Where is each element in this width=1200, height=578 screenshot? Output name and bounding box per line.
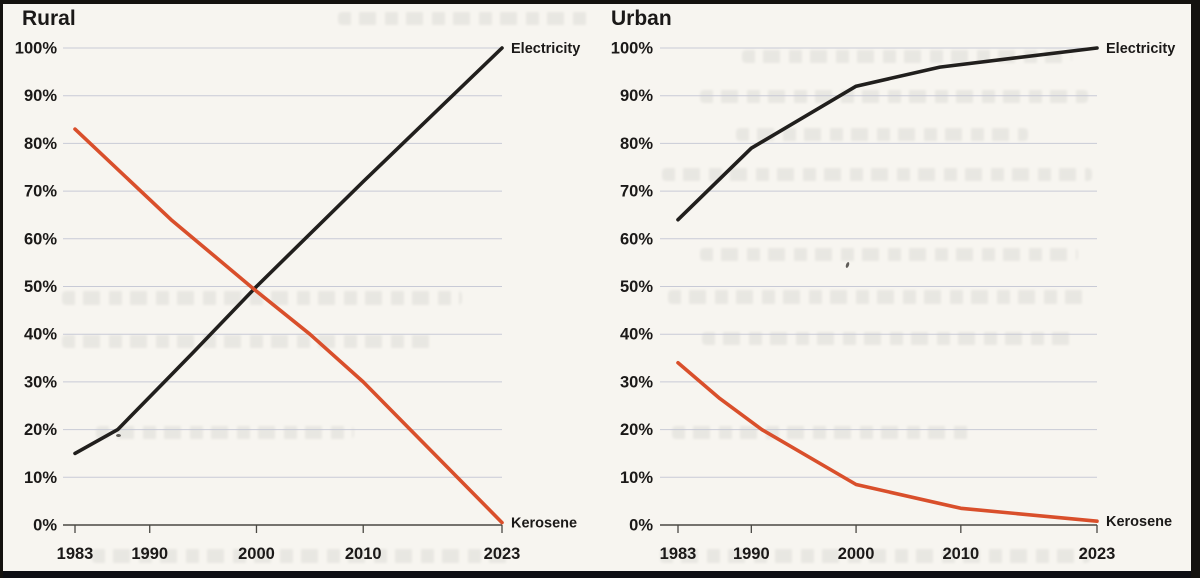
- series-line-electricity: [73, 46, 504, 456]
- y-tick-label: 80%: [24, 135, 57, 153]
- x-tick-label: 2023: [1079, 545, 1116, 563]
- scan-bleed-artifact: [662, 168, 1092, 181]
- y-tick-label: 0%: [629, 517, 653, 535]
- series-end-label-electricity: Electricity: [511, 41, 580, 57]
- scan-edge-top: [0, 0, 1200, 4]
- series-line-electricity: [676, 46, 1099, 222]
- y-tick-label: 10%: [620, 469, 653, 487]
- x-tick-label: 2010: [942, 545, 979, 563]
- y-tick-label: 40%: [620, 326, 653, 344]
- y-tick-label: 60%: [24, 230, 57, 248]
- scan-bleed-artifact: [700, 248, 1078, 261]
- x-tick-label: 2023: [484, 545, 521, 563]
- scan-edge-bottom: [0, 571, 1200, 578]
- y-tick-label: 100%: [611, 40, 654, 58]
- scan-bleed-artifact: [700, 90, 1088, 103]
- scan-bleed-artifact: [338, 12, 594, 25]
- y-tick-label: 20%: [620, 421, 653, 439]
- scan-edge-left: [0, 0, 3, 578]
- series-line-kerosene: [73, 127, 504, 525]
- y-tick-label: 0%: [33, 517, 57, 535]
- scan-bleed-artifact: [660, 549, 1090, 563]
- y-tick-label: 70%: [620, 183, 653, 201]
- scan-edge-right: [1191, 0, 1200, 578]
- rural-chart-title: Rural: [22, 7, 76, 30]
- y-tick-label: 10%: [24, 469, 57, 487]
- series-end-label-kerosene: Kerosene: [1106, 514, 1172, 530]
- series-end-label-electricity: Electricity: [1106, 41, 1175, 57]
- y-tick-label: 50%: [620, 278, 653, 296]
- scan-bleed-artifact: [702, 332, 1078, 345]
- scan-speck: [116, 434, 121, 437]
- x-tick-label: 1990: [131, 545, 168, 563]
- y-tick-label: 100%: [15, 40, 58, 58]
- series-end-label-kerosene: Kerosene: [511, 516, 577, 532]
- y-tick-label: 90%: [24, 87, 57, 105]
- y-tick-label: 80%: [620, 135, 653, 153]
- series-line-kerosene: [676, 360, 1099, 524]
- scan-bleed-artifact: [736, 128, 1028, 141]
- x-tick-label: 2000: [838, 545, 875, 563]
- x-tick-label: 1983: [57, 545, 94, 563]
- x-tick-label: 2010: [345, 545, 382, 563]
- y-tick-label: 20%: [24, 421, 57, 439]
- y-tick-label: 30%: [24, 373, 57, 391]
- x-tick-label: 1990: [733, 545, 770, 563]
- x-tick-label: 2000: [238, 545, 275, 563]
- x-tick-label: 1983: [660, 545, 697, 563]
- scan-bleed-artifact: [668, 290, 1088, 304]
- y-tick-label: 60%: [620, 230, 653, 248]
- y-tick-label: 90%: [620, 87, 653, 105]
- y-tick-label: 30%: [620, 373, 653, 391]
- y-tick-label: 40%: [24, 326, 57, 344]
- scan-bleed-artifact: [62, 335, 434, 348]
- scan-bleed-artifact: [92, 549, 508, 563]
- urban-chart-title: Urban: [611, 7, 672, 30]
- y-tick-label: 70%: [24, 183, 57, 201]
- y-tick-label: 50%: [24, 278, 57, 296]
